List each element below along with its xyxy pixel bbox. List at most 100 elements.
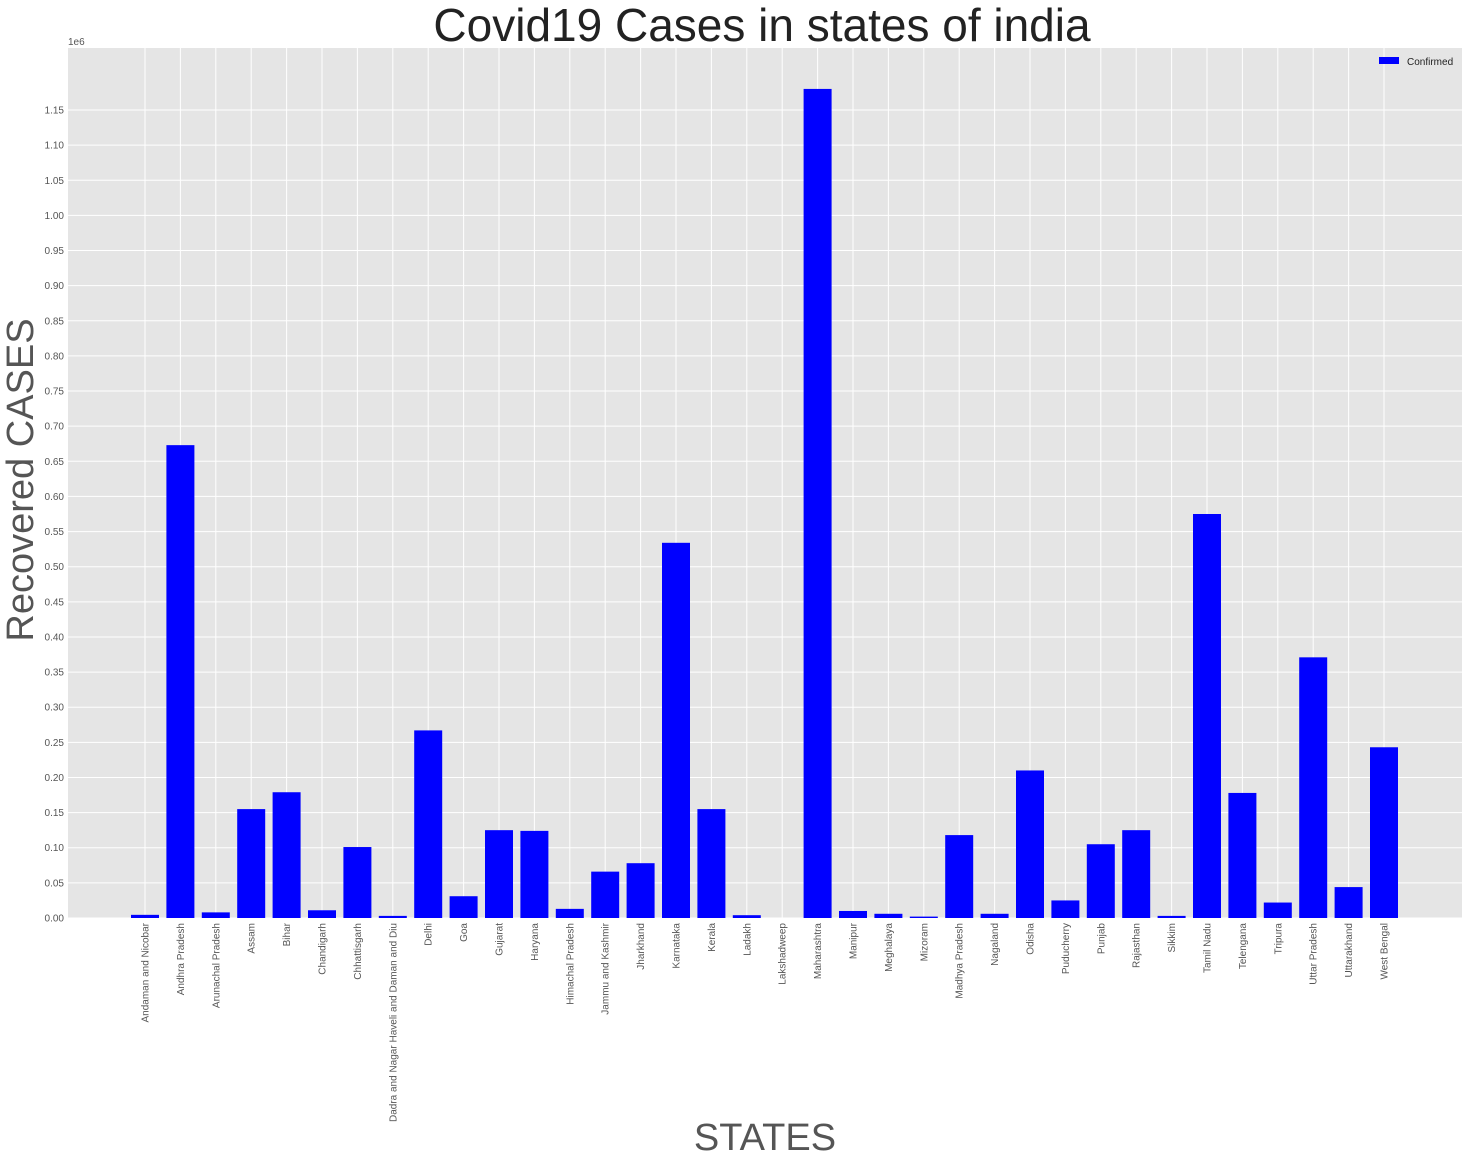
bar-andhra-pradesh: [166, 445, 195, 918]
x-tick-label: Rajasthan: [1132, 923, 1143, 968]
bar-himachal-pradesh: [555, 908, 584, 918]
bars: [131, 88, 1398, 918]
y-tick-label: 0.80: [45, 351, 65, 362]
bar-punjab: [1086, 844, 1115, 918]
x-tick-label: Ladakh: [742, 923, 753, 956]
y-tick-label: 0.75: [45, 387, 65, 398]
x-tick-label: Maharashtra: [813, 923, 824, 980]
legend: Confirmed: [1379, 57, 1453, 68]
bar-bihar: [272, 792, 301, 918]
x-tick-label: Chandigarh: [318, 923, 329, 975]
x-tick-label: Tripura: [1273, 923, 1284, 955]
x-tick-label: Meghalaya: [884, 923, 895, 972]
y-tick-label: 0.55: [45, 527, 65, 538]
bar-gujarat: [485, 830, 513, 918]
bar-west-bengal: [1370, 747, 1398, 918]
bar-tamil-nadu: [1193, 514, 1221, 918]
bar-haryana: [520, 830, 549, 918]
y-tick-label: 0.30: [45, 703, 65, 714]
bar-karnataka: [662, 542, 690, 918]
bar-andaman-and-nicobar: [131, 914, 159, 918]
bar-tripura: [1263, 902, 1292, 918]
bar-madhya-pradesh: [945, 835, 974, 918]
y-tick-label: 0.60: [45, 492, 65, 503]
bar-goa: [449, 896, 478, 918]
bar-telengana: [1228, 792, 1257, 918]
x-tick-label: Tamil Nadu: [1203, 923, 1214, 973]
x-tick-label: Lakshadweep: [778, 923, 789, 985]
y-tick-label: 0.65: [45, 457, 65, 468]
bar-kerala: [697, 809, 726, 918]
x-tick-label: Kerala: [707, 923, 718, 952]
x-tick-label: Madhya Pradesh: [955, 923, 966, 999]
y-tick-label: 0.05: [45, 878, 65, 889]
y-tick-label: 0.20: [45, 773, 65, 784]
x-tick-label: Bihar: [282, 922, 293, 946]
bar-nagaland: [980, 913, 1009, 918]
x-tick-label: Sikkim: [1167, 923, 1178, 952]
x-tick-label: Jharkhand: [636, 923, 647, 970]
bar-jammu-and-kashmir: [591, 871, 620, 918]
bar-rajasthan: [1122, 830, 1151, 918]
x-tick-label: Manipur: [849, 922, 860, 959]
bar-meghalaya: [874, 913, 903, 918]
chart-title: Covid19 Cases in states of india: [433, 0, 1091, 51]
y-tick-label: 0.50: [45, 562, 65, 573]
bar-puducherry: [1051, 900, 1080, 918]
bar-uttarakhand: [1334, 887, 1363, 918]
bar-jharkhand: [626, 863, 655, 918]
bar-chhattisgarh: [343, 847, 372, 918]
x-tick-labels: Andaman and Nicobar Andhra Pradesh Arunach…: [141, 922, 1391, 1122]
x-tick-label: Andaman and Nicobar: [141, 922, 152, 1022]
y-tick-label: 1.05: [45, 176, 65, 187]
bar-manipur: [839, 910, 867, 918]
y-tick-label: 0.70: [45, 422, 65, 433]
x-axis-label: STATES: [694, 1117, 836, 1159]
x-tick-label: Jammu and Kashmir: [601, 922, 612, 1014]
bar-dadra-and-nagar-haveli-and-daman-and-diu: [378, 915, 407, 918]
y-tick-label: 0.00: [45, 914, 65, 925]
bar-mizoram: [909, 916, 938, 918]
bar-delhi: [414, 730, 443, 918]
x-tick-label: Himachal Pradesh: [565, 923, 576, 1005]
grid-lines: [68, 48, 1462, 919]
y-tick-label: 0.25: [45, 738, 65, 749]
x-tick-label: Puducherry: [1061, 923, 1072, 974]
x-tick-label: Arunachal Pradesh: [211, 923, 222, 1008]
x-tick-label: Uttar Pradesh: [1309, 923, 1320, 985]
bar-sikkim: [1157, 915, 1186, 918]
x-tick-label: Gujarat: [495, 923, 506, 956]
x-tick-label: Telengana: [1238, 923, 1249, 970]
y-axis-label: Recovered CASES: [0, 318, 42, 641]
x-tick-label: Nagaland: [990, 923, 1001, 966]
bar-assam: [237, 809, 266, 918]
y-tick-label: 0.40: [45, 632, 65, 643]
y-tick-label: 0.45: [45, 597, 65, 608]
x-tick-label: Andhra Pradesh: [176, 923, 187, 995]
y-tick-label: 0.10: [45, 843, 65, 854]
y-tick-label: 1.15: [45, 106, 65, 117]
x-tick-label: West Bengal: [1380, 923, 1391, 980]
bar-chandigarh: [308, 910, 336, 918]
y-tick-label: 0.35: [45, 668, 65, 679]
y-tick-label: 0.85: [45, 316, 65, 327]
bar-uttar-pradesh: [1299, 657, 1328, 918]
y-tick-label: 1.00: [45, 211, 65, 222]
bar-maharashtra: [803, 88, 832, 918]
x-tick-label: Dadra and Nagar Haveli and Daman and Diu: [388, 923, 399, 1122]
legend-swatch: [1379, 57, 1399, 64]
y-tick-label: 0.90: [45, 281, 65, 292]
x-tick-label: Haryana: [530, 923, 541, 961]
x-tick-label: Punjab: [1096, 923, 1107, 955]
x-tick-label: Chhattisgarh: [353, 923, 364, 980]
y-tick-label: 0.95: [45, 246, 65, 257]
legend-label-confirmed: Confirmed: [1407, 57, 1453, 68]
y-offset-label: 1e6: [68, 37, 85, 48]
x-tick-label: Mizoram: [919, 923, 930, 961]
x-tick-label: Goa: [459, 923, 470, 942]
x-tick-label: Karnataka: [672, 923, 683, 969]
y-tick-label: 1.10: [45, 141, 65, 152]
x-tick-label: Odisha: [1026, 923, 1037, 955]
y-tick-labels: 0.00 0.05 0.10 0.15 0.20 0.25 0.30 0.35 0.40 0.45…: [45, 106, 65, 925]
